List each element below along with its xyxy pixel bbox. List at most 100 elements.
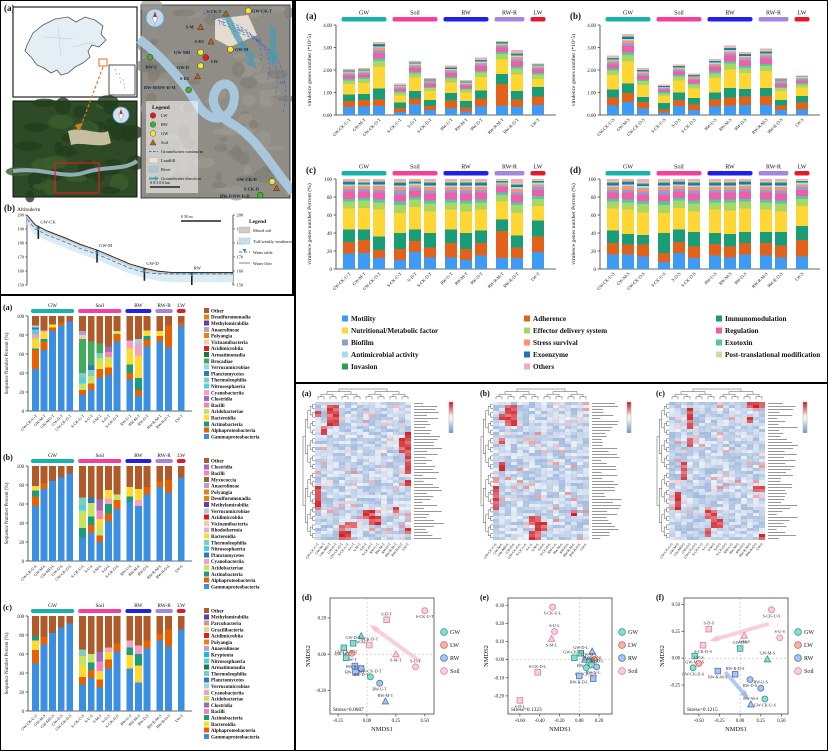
bar-segment bbox=[709, 73, 721, 78]
heatmap-cell bbox=[339, 444, 345, 447]
bar-segment bbox=[394, 183, 406, 186]
heatmap-cell bbox=[517, 498, 523, 501]
legend-label: Other bbox=[211, 609, 225, 614]
heatmap-cell bbox=[729, 483, 735, 486]
heatmap-cell bbox=[321, 411, 327, 414]
bar-segment bbox=[607, 182, 619, 184]
legend-swatch bbox=[204, 708, 209, 714]
bar-segment bbox=[775, 99, 787, 106]
bar-segment bbox=[511, 235, 523, 248]
heatmap-cell bbox=[699, 444, 705, 447]
heatmap-cell bbox=[577, 486, 583, 489]
bar-segment bbox=[79, 390, 86, 395]
heatmap-cell bbox=[583, 426, 589, 429]
bar-segment bbox=[475, 90, 487, 99]
heatmap-cell bbox=[363, 417, 369, 420]
bar-segment bbox=[394, 108, 406, 112]
heatmap-cell bbox=[711, 453, 717, 456]
heatmap-cell bbox=[717, 501, 723, 504]
heatmap-cell bbox=[517, 516, 523, 519]
bar-segment bbox=[460, 182, 472, 184]
heatmap-cell bbox=[669, 468, 675, 471]
heatmap-cell bbox=[759, 510, 765, 513]
heatmap-cell bbox=[315, 414, 321, 417]
heatmap-cell bbox=[381, 456, 387, 459]
heatmap-cell bbox=[357, 528, 363, 531]
heatmap-cell bbox=[333, 420, 339, 423]
heatmap-cell bbox=[735, 480, 741, 483]
heatmap-cell bbox=[681, 468, 687, 471]
bar-segment bbox=[796, 181, 808, 183]
heatmap-cell bbox=[523, 459, 529, 462]
heatmap-cell bbox=[321, 507, 327, 510]
bar-segment bbox=[688, 78, 700, 81]
bar-segment bbox=[496, 45, 508, 48]
colorbar bbox=[627, 406, 631, 409]
heatmap-cell bbox=[345, 429, 351, 432]
heatmap-cell bbox=[747, 441, 753, 444]
x-tick: 0.00 bbox=[363, 719, 372, 724]
heatmap-cell bbox=[493, 522, 499, 525]
dendrogram-line bbox=[666, 490, 669, 495]
heatmap-cell bbox=[735, 465, 741, 468]
heatmap-cell bbox=[393, 534, 399, 537]
heatmap-cell bbox=[705, 417, 711, 420]
heatmap-cell bbox=[529, 519, 535, 522]
bar-segment bbox=[424, 79, 436, 81]
heatmap-cell bbox=[393, 492, 399, 495]
heatmap-cell bbox=[321, 402, 327, 405]
bar-segment bbox=[424, 187, 436, 191]
legend-swatch bbox=[204, 584, 209, 589]
bar-segment bbox=[622, 186, 634, 190]
heatmap-cell bbox=[511, 444, 517, 447]
x-tick-label: GW-CK-U-S bbox=[596, 117, 616, 137]
heatmap-cell bbox=[669, 486, 675, 489]
heatmap-cell bbox=[351, 534, 357, 537]
heatmap-cell bbox=[577, 516, 583, 519]
heatmap-cell bbox=[357, 408, 363, 411]
heatmap-cell bbox=[529, 531, 535, 534]
bar-segment bbox=[637, 184, 649, 187]
heatmap-cell bbox=[681, 486, 687, 489]
legend-label: Clostridia bbox=[211, 704, 233, 709]
bar-segment bbox=[688, 258, 700, 269]
bar-segment bbox=[165, 629, 172, 647]
heatmap-cell bbox=[333, 405, 339, 408]
heatmap-cell bbox=[321, 519, 327, 522]
heatmap-cell bbox=[339, 486, 345, 489]
heatmap-cell bbox=[577, 402, 583, 405]
heatmap-cell bbox=[369, 420, 375, 423]
heatmap-cell bbox=[327, 447, 333, 450]
heatmap-cell bbox=[559, 417, 565, 420]
panel-letter: (e) bbox=[480, 593, 489, 602]
heatmap-cell bbox=[405, 489, 411, 492]
heatmap-cell bbox=[517, 429, 523, 432]
heatmap-cell bbox=[675, 426, 681, 429]
heatmap-cell bbox=[675, 492, 681, 495]
heatmap-cell bbox=[523, 528, 529, 531]
group-header-bar bbox=[125, 459, 152, 463]
bar-segment bbox=[775, 182, 787, 184]
heatmap-cell bbox=[741, 450, 747, 453]
heatmap-cell bbox=[741, 474, 747, 477]
heatmap-cell bbox=[687, 402, 693, 405]
bar-segment bbox=[358, 70, 370, 72]
heatmap-cell bbox=[583, 510, 589, 513]
heatmap-cell bbox=[723, 444, 729, 447]
bar-segment bbox=[87, 677, 95, 711]
heatmap-cell bbox=[315, 477, 321, 480]
heatmap-cell bbox=[675, 480, 681, 483]
heatmap-cell bbox=[547, 534, 553, 537]
heatmap-cell bbox=[321, 492, 327, 495]
heatmap-cell bbox=[499, 423, 505, 426]
heatmap-cell bbox=[505, 456, 511, 459]
bar-segment bbox=[724, 183, 736, 186]
heatmap-cell bbox=[529, 525, 535, 528]
bar-segment bbox=[57, 322, 65, 326]
bar-segment bbox=[607, 57, 619, 59]
bar-segment bbox=[87, 390, 95, 411]
legend-label: Nitrososphaeria bbox=[211, 548, 246, 553]
heatmap-cell bbox=[541, 471, 547, 474]
heatmap-cell bbox=[517, 405, 523, 408]
heatmap-cell bbox=[327, 486, 333, 489]
